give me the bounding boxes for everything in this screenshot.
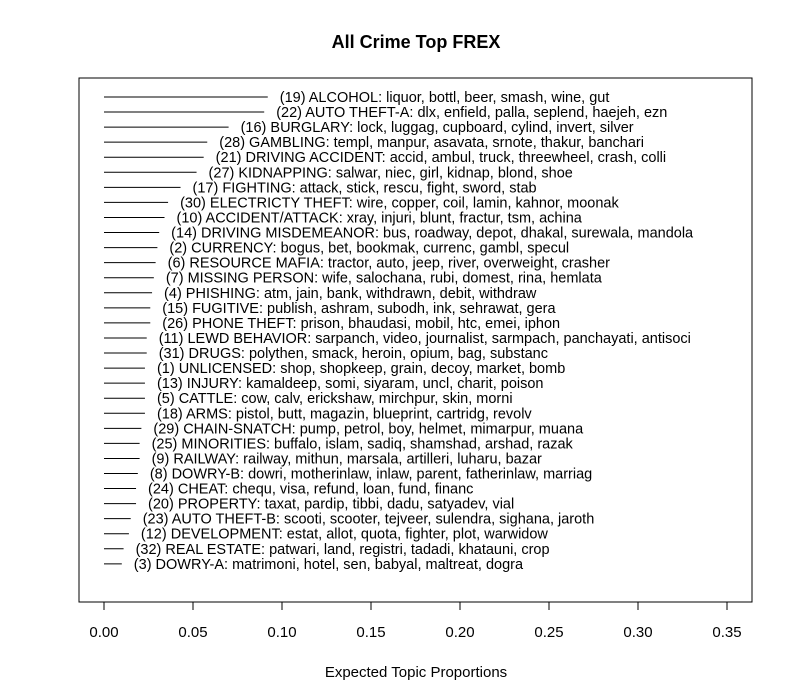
- x-tick-label: 0.10: [267, 624, 296, 641]
- topic-label: (3) DOWRY-A: matrimoni, hotel, sen, baby…: [134, 557, 524, 573]
- topic-label: (8) DOWRY-B: dowri, motherinlaw, inlaw, …: [150, 467, 592, 483]
- topic-label: (19) ALCOHOL: liquor, bottl, beer, smash…: [280, 90, 610, 106]
- topic-label: (10) ACCIDENT/ATTACK: xray, injuri, blun…: [177, 210, 583, 226]
- topic-label: (9) RAILWAY: railway, mithun, marsala, a…: [152, 451, 542, 467]
- x-tick-label: 0.00: [89, 624, 118, 641]
- topic-label: (4) PHISHING: atm, jain, bank, withdrawn…: [164, 286, 537, 302]
- topic-label: (13) INJURY: kamaldeep, somi, siyaram, u…: [157, 376, 544, 392]
- topic-label: (1) UNLICENSED: shop, shopkeep, grain, d…: [157, 361, 565, 377]
- x-axis-ticks: 0.00 0.05 0.10 0.15 0.20 0.25 0.30 0.35: [89, 602, 742, 641]
- topic-label: (27) KIDNAPPING: salwar, niec, girl, kid…: [209, 165, 573, 181]
- topic-label: (24) CHEAT: chequ, visa, refund, loan, f…: [148, 482, 473, 498]
- topic-label: (15) FUGITIVE: publish, ashram, subodh, …: [162, 301, 556, 317]
- topic-label: (31) DRUGS: polythen, smack, heroin, opi…: [159, 346, 548, 362]
- topic-label: (22) AUTO THEFT-A: dlx, enfield, palla, …: [276, 105, 667, 121]
- topic-label: (6) RESOURCE MAFIA: tractor, auto, jeep,…: [168, 256, 611, 272]
- topic-label: (26) PHONE THEFT: prison, bhaudasi, mobi…: [162, 316, 560, 332]
- chart-title: All Crime Top FREX: [332, 32, 501, 52]
- topic-label: (30) ELECTRICTY THEFT: wire, copper, coi…: [180, 195, 619, 211]
- x-tick-label: 0.20: [445, 624, 474, 641]
- x-tick-label: 0.15: [356, 624, 385, 641]
- topic-label: (11) LEWD BEHAVIOR: sarpanch, video, jou…: [159, 331, 691, 347]
- topic-label: (20) PROPERTY: taxat, pardip, tibbi, dad…: [148, 497, 514, 513]
- topic-label: (28) GAMBLING: templ, manpur, asavata, s…: [219, 135, 644, 151]
- topic-label: (5) CATTLE: cow, calv, erickshaw, mirchp…: [157, 391, 513, 407]
- topic-label: (25) MINORITIES: buffalo, islam, sadiq, …: [152, 436, 574, 452]
- topic-label: (16) BURGLARY: lock, luggag, cupboard, c…: [241, 120, 634, 136]
- x-tick-label: 0.25: [534, 624, 563, 641]
- topic-label: (17) FIGHTING: attack, stick, rescu, fig…: [193, 180, 537, 196]
- x-tick-label: 0.05: [178, 624, 207, 641]
- topic-label: (12) DEVELOPMENT: estat, allot, quota, f…: [141, 527, 549, 543]
- x-tick-label: 0.30: [623, 624, 652, 641]
- topic-label: (21) DRIVING ACCIDENT: accid, ambul, tru…: [216, 150, 666, 166]
- topic-label: (2) CURRENCY: bogus, bet, bookmak, curre…: [169, 241, 569, 257]
- x-tick-label: 0.35: [712, 624, 741, 641]
- topic-rows: (19) ALCOHOL: liquor, bottl, beer, smash…: [104, 90, 694, 573]
- topic-label: (7) MISSING PERSON: wife, salochana, rub…: [166, 271, 603, 287]
- topic-label: (18) ARMS: pistol, butt, magazin, bluepr…: [157, 406, 532, 422]
- x-axis-label: Expected Topic Proportions: [325, 664, 507, 681]
- topic-label: (14) DRIVING MISDEMEANOR: bus, roadway, …: [171, 226, 694, 242]
- topic-label: (23) AUTO THEFT-B: scooti, scooter, tejv…: [143, 512, 595, 528]
- topic-label: (32) REAL ESTATE: patwari, land, registr…: [136, 542, 550, 558]
- topic-label: (29) CHAIN-SNATCH: pump, petrol, boy, he…: [153, 421, 584, 437]
